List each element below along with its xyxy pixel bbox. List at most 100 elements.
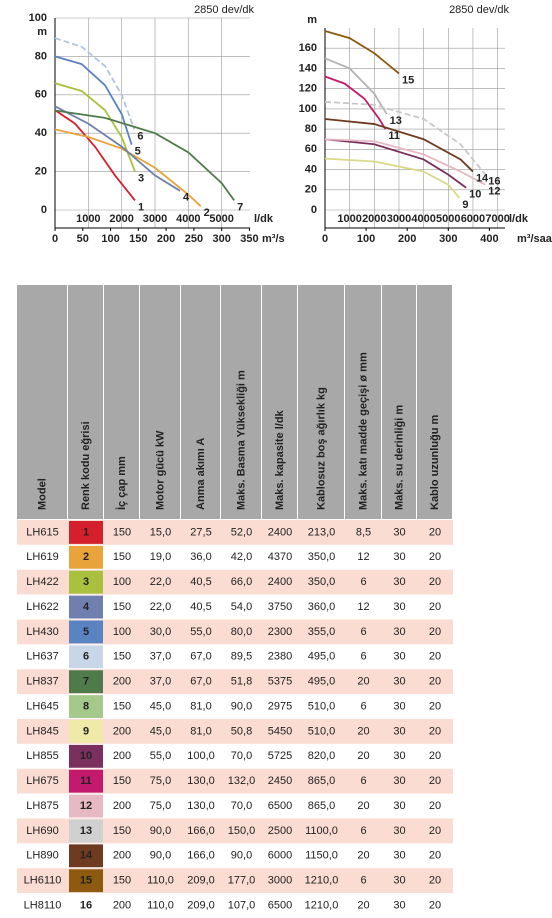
- x-tick-label: 4000: [176, 213, 200, 225]
- header-text: Renk kodu eğrisi: [80, 421, 92, 510]
- curve-label: 13: [390, 115, 402, 127]
- cell: 865,0: [308, 800, 336, 812]
- cell: 150: [113, 651, 131, 663]
- x-tick-label: 3000: [143, 213, 167, 225]
- header-cell: [181, 285, 220, 519]
- curve-label: 10: [469, 189, 481, 201]
- curve-label: 11: [388, 130, 400, 142]
- cell: 15: [80, 875, 92, 887]
- cell: LH875: [26, 800, 58, 812]
- cell: 495,0: [308, 676, 336, 688]
- cell: 30: [393, 601, 405, 613]
- y-axis-label: m: [307, 14, 317, 26]
- cell: 36,0: [190, 551, 211, 563]
- header-text: Motor gücü kW: [154, 430, 166, 510]
- y-tick-label: 60: [35, 89, 47, 101]
- header-text: Maks. Basma Yüksekliği m: [235, 370, 247, 510]
- color-code: [69, 769, 103, 793]
- cell: 8,5: [356, 526, 371, 538]
- curve-label: 15: [402, 74, 414, 86]
- cell: 1150,0: [305, 850, 338, 862]
- cell: 1: [83, 526, 89, 538]
- curve-label: 7: [237, 201, 243, 213]
- header-cell: [17, 285, 67, 519]
- cell: 510,0: [308, 700, 336, 712]
- y-tick-label: 80: [35, 50, 47, 62]
- x2-axis-label: m³/saat: [517, 233, 552, 245]
- cell: 81,0: [190, 700, 211, 712]
- cell: LH890: [26, 850, 58, 862]
- cell: 100,0: [187, 750, 215, 762]
- color-code: [69, 645, 103, 669]
- color-code: [69, 869, 103, 893]
- header-text: Maks. kapasite l/dk: [274, 409, 286, 510]
- cell: 11: [80, 775, 92, 787]
- x-tick-label: 2000: [109, 213, 133, 225]
- cell: LH619: [26, 551, 58, 563]
- cell: 20: [429, 700, 441, 712]
- curve: [324, 138, 486, 186]
- cell: 2450: [268, 775, 292, 787]
- cell: 1210,0: [305, 875, 339, 887]
- cell: 100: [113, 626, 131, 638]
- cell: 132,0: [228, 775, 256, 787]
- cell: 2400: [268, 526, 292, 538]
- cell: 350,0: [308, 576, 336, 588]
- cell: 90,0: [231, 850, 252, 862]
- curve: [324, 100, 486, 176]
- cell: 6000: [268, 850, 292, 862]
- cell: 150: [113, 551, 131, 563]
- header-text: Anma akımı A: [195, 438, 207, 510]
- cell: 150: [113, 601, 131, 613]
- cell: 30: [393, 775, 405, 787]
- cell: 15,0: [150, 526, 171, 538]
- cell: LH6110: [24, 875, 62, 887]
- color-code: [69, 794, 103, 818]
- cell: 55,0: [190, 626, 211, 638]
- x-tick-label: 4000: [411, 213, 435, 225]
- cell: 6: [360, 875, 366, 887]
- cell: 510,0: [308, 725, 336, 737]
- x2-tick-label: 350: [240, 233, 258, 245]
- cell: 20: [429, 725, 441, 737]
- header-text: İç çap mm: [115, 456, 128, 510]
- cell: 20: [429, 850, 441, 862]
- x2-tick-label: 100: [101, 233, 119, 245]
- cell: 6: [360, 700, 366, 712]
- curve: [324, 138, 467, 189]
- y-tick-label: 80: [305, 123, 317, 135]
- color-code: [69, 894, 103, 917]
- cell: 13: [80, 825, 92, 837]
- x2-axis-label: m³/s: [262, 233, 285, 245]
- cell: 12: [357, 551, 369, 563]
- y-tick-label: 0: [41, 204, 47, 216]
- header-text: Model: [36, 478, 48, 510]
- x2-tick-label: 150: [129, 233, 147, 245]
- x-tick-label: 2000: [362, 213, 386, 225]
- header-cell: [345, 285, 381, 519]
- cell: 30: [393, 825, 405, 837]
- cell: 20: [357, 750, 369, 762]
- cell: 52,0: [231, 526, 252, 538]
- cell: 30: [393, 850, 405, 862]
- x2-tick-label: 250: [185, 233, 203, 245]
- cell: 20: [429, 626, 441, 638]
- cell: 4: [83, 601, 90, 613]
- cell: 20: [429, 775, 441, 787]
- chart-title: 2850 dev/dk: [194, 4, 254, 16]
- cell: 30: [393, 725, 405, 737]
- cell: 6: [360, 775, 366, 787]
- curve-label: 3: [138, 173, 144, 185]
- curve: [54, 109, 235, 201]
- cell: 42,0: [231, 551, 252, 563]
- cell: 865,0: [308, 775, 336, 787]
- cell: 20: [429, 526, 441, 538]
- cell: 12: [80, 800, 92, 812]
- curve-label: 4: [183, 192, 190, 204]
- cell: 2: [83, 551, 89, 563]
- x2-tick-label: 200: [157, 233, 175, 245]
- y-tick-label: 40: [305, 163, 317, 175]
- cell: 200: [113, 750, 131, 762]
- header-cell: [298, 285, 344, 519]
